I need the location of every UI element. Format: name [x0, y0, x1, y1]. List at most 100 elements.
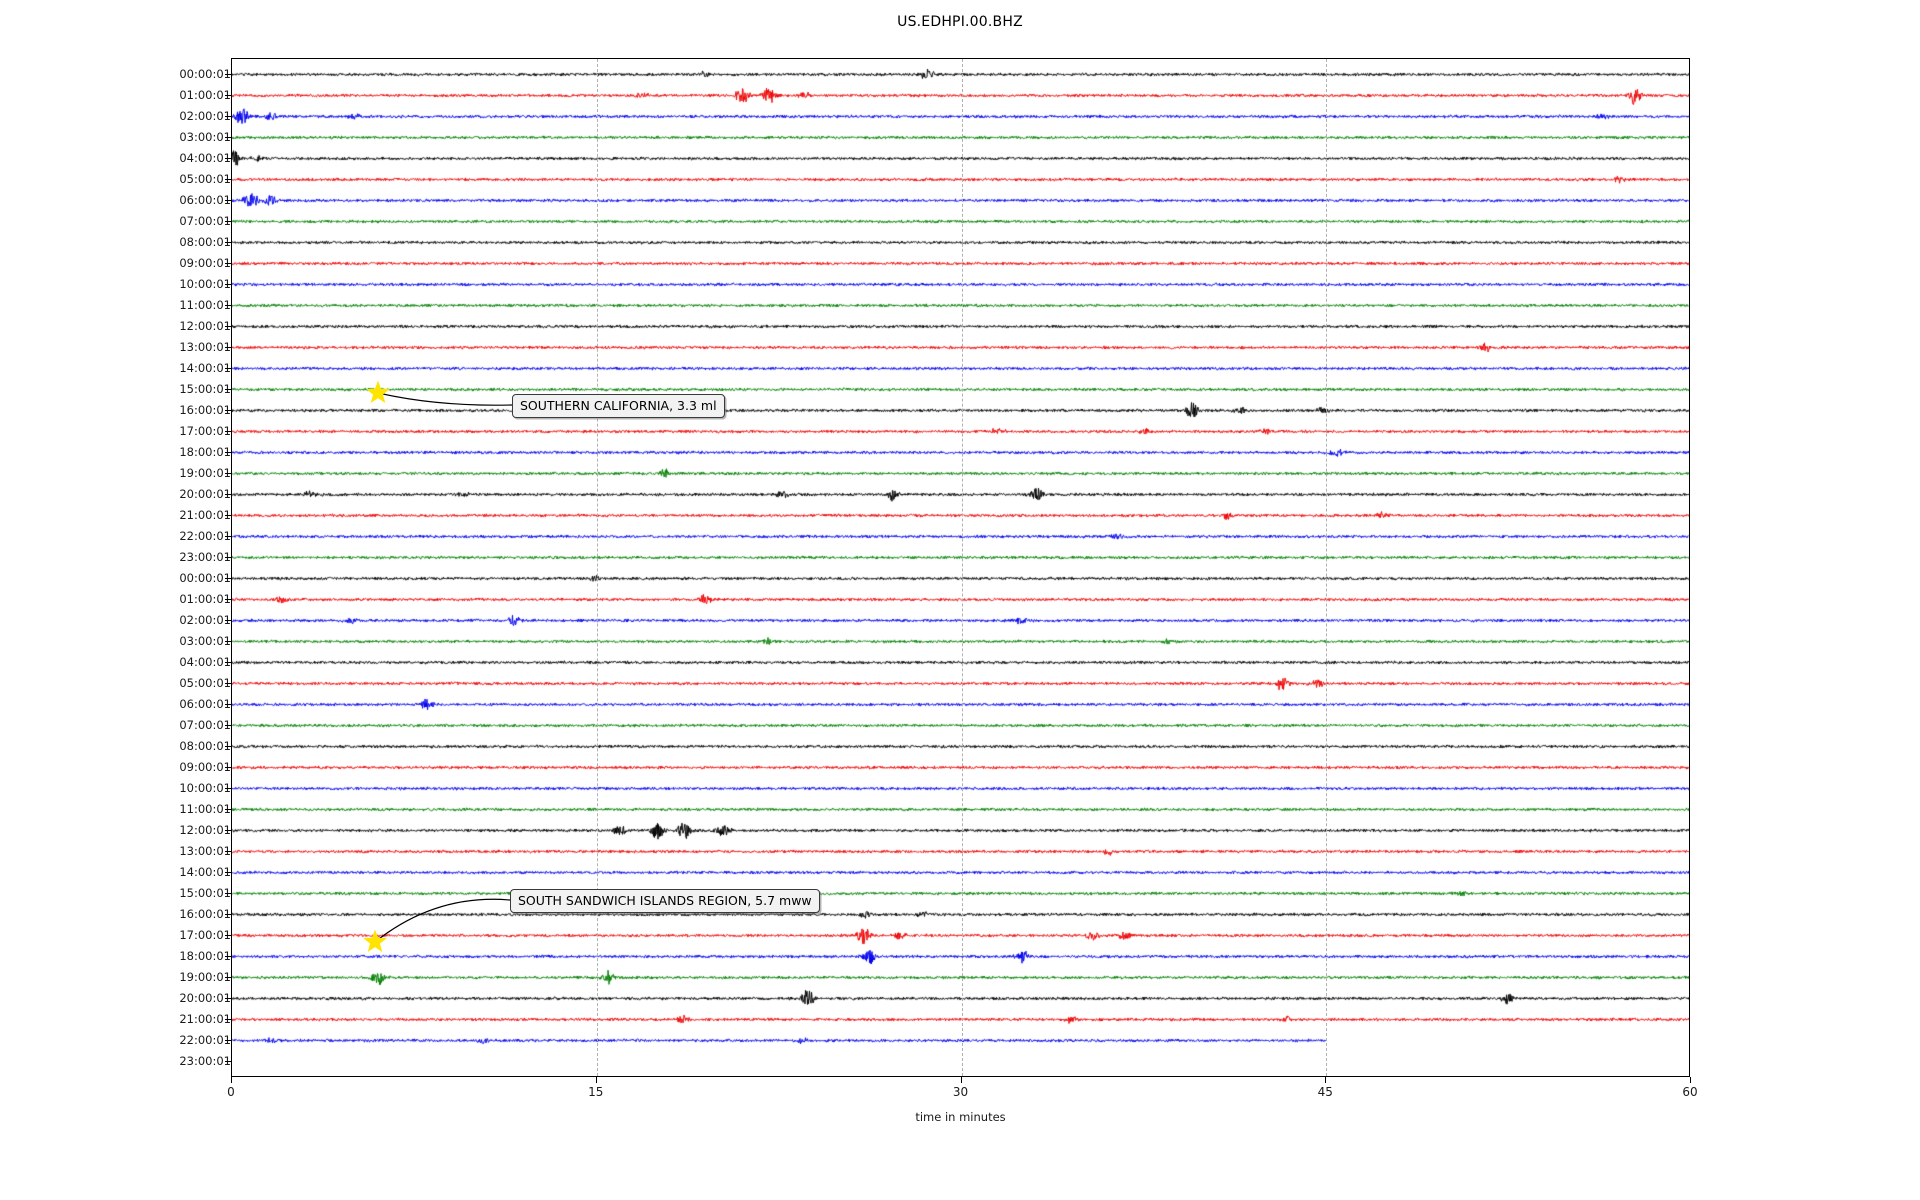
x-axis-tick-30: [960, 1077, 962, 1083]
x-axis-label-15: 15: [588, 1085, 604, 1099]
x-axis-title: time in minutes: [915, 1110, 1006, 1124]
y-axis-label-row-5: 05:00:01: [179, 171, 231, 186]
y-axis-tick-row-43: [225, 976, 231, 978]
y-axis-label-row-9: 09:00:01: [179, 255, 231, 270]
y-axis-tick-row-44: [225, 997, 231, 999]
y-axis-label-row-13: 13:00:01: [179, 339, 231, 354]
y-axis-tick-row-12: [225, 325, 231, 327]
y-axis-tick-row-3: [225, 136, 231, 138]
y-axis-tick-row-38: [225, 871, 231, 873]
y-axis-tick-row-10: [225, 283, 231, 285]
y-axis-tick-row-23: [225, 556, 231, 558]
y-axis-tick-row-14: [225, 367, 231, 369]
y-axis-tick-row-39: [225, 892, 231, 894]
gridline-15: [596, 59, 598, 1076]
y-axis-tick-row-35: [225, 808, 231, 810]
y-axis-label-row-44: 20:00:01: [179, 990, 231, 1005]
plot-area: [231, 58, 1690, 1077]
y-axis-tick-row-42: [225, 955, 231, 957]
y-axis-tick-row-34: [225, 787, 231, 789]
x-axis-label-30: 30: [952, 1085, 969, 1099]
y-axis-tick-row-0: [225, 73, 231, 75]
y-axis-label-row-12: 12:00:01: [179, 318, 231, 333]
annotation-label-southern-california[interactable]: SOUTHERN CALIFORNIA, 3.3 ml: [512, 394, 725, 418]
y-axis-label-row-20: 20:00:01: [179, 486, 231, 501]
y-axis-label-row-29: 05:00:01: [179, 675, 231, 690]
y-axis-tick-row-7: [225, 220, 231, 222]
y-axis-label-row-31: 07:00:01: [179, 717, 231, 732]
y-axis-label-row-43: 19:00:01: [179, 969, 231, 984]
y-axis-label-row-34: 10:00:01: [179, 780, 231, 795]
y-axis-label-row-3: 03:00:01: [179, 129, 231, 144]
y-axis-tick-row-8: [225, 241, 231, 243]
y-axis-label-row-17: 17:00:01: [179, 423, 231, 438]
y-axis-tick-row-47: [225, 1060, 231, 1062]
y-axis-label-row-24: 00:00:01: [179, 570, 231, 585]
y-axis-tick-row-19: [225, 472, 231, 474]
x-axis-label-0: 0: [227, 1085, 235, 1099]
y-axis-label-row-4: 04:00:01: [179, 150, 231, 165]
y-axis-tick-row-6: [225, 199, 231, 201]
y-axis-label-row-7: 07:00:01: [179, 213, 231, 228]
y-axis-tick-row-29: [225, 682, 231, 684]
x-axis-label-45: 45: [1317, 1085, 1333, 1099]
y-axis-label-row-40: 16:00:01: [179, 906, 231, 921]
y-axis-tick-row-11: [225, 304, 231, 306]
y-axis-label-row-21: 21:00:01: [179, 507, 231, 522]
y-axis-tick-row-31: [225, 724, 231, 726]
y-axis-tick-row-40: [225, 913, 231, 915]
y-axis-tick-row-16: [225, 409, 231, 411]
y-axis-tick-row-13: [225, 346, 231, 348]
y-axis-tick-row-5: [225, 178, 231, 180]
x-axis-tick-60: [1690, 1077, 1691, 1083]
y-axis-label-row-42: 18:00:01: [179, 948, 231, 963]
y-axis-tick-row-15: [225, 388, 231, 390]
y-axis-label-row-26: 02:00:01: [179, 612, 231, 627]
y-axis-label-row-27: 03:00:01: [179, 633, 231, 648]
y-axis-tick-row-22: [225, 535, 231, 537]
y-axis-label-row-45: 21:00:01: [179, 1011, 231, 1026]
y-axis-tick-row-4: [225, 157, 231, 159]
y-axis-label-row-18: 18:00:01: [179, 444, 231, 459]
y-axis-tick-row-28: [225, 661, 231, 663]
y-axis-label-row-38: 14:00:01: [179, 864, 231, 879]
y-axis-label-row-30: 06:00:01: [179, 696, 231, 711]
x-axis-tick-45: [1325, 1077, 1327, 1083]
x-axis-tick-0: [231, 1077, 232, 1083]
y-axis-label-row-37: 13:00:01: [179, 843, 231, 858]
x-axis-tick-15: [595, 1077, 597, 1083]
y-axis-label-row-35: 11:00:01: [179, 801, 231, 816]
gridline-30: [961, 59, 963, 1076]
y-axis-tick-row-2: [225, 115, 231, 117]
y-axis-label-row-14: 14:00:01: [179, 360, 231, 375]
y-axis-label-row-22: 22:00:01: [179, 528, 231, 543]
y-axis-label-row-33: 09:00:01: [179, 759, 231, 774]
y-axis-label-row-46: 22:00:01: [179, 1032, 231, 1047]
annotation-label-south-sandwich-islands[interactable]: SOUTH SANDWICH ISLANDS REGION, 5.7 mww: [510, 889, 820, 913]
y-axis-tick-row-27: [225, 640, 231, 642]
y-axis-label-row-32: 08:00:01: [179, 738, 231, 753]
y-axis-tick-row-45: [225, 1018, 231, 1020]
y-axis-label-row-23: 23:00:01: [179, 549, 231, 564]
y-axis-label-row-25: 01:00:01: [179, 591, 231, 606]
y-axis-label-row-39: 15:00:01: [179, 885, 231, 900]
gridline-45: [1326, 59, 1328, 1076]
y-axis-tick-row-30: [225, 703, 231, 705]
y-axis-label-row-36: 12:00:01: [179, 822, 231, 837]
y-axis-label-row-1: 01:00:01: [179, 87, 231, 102]
y-axis-tick-row-18: [225, 451, 231, 453]
x-axis-label-60: 60: [1682, 1085, 1698, 1099]
y-axis-tick-row-32: [225, 745, 231, 747]
y-axis-tick-row-9: [225, 262, 231, 264]
y-axis-tick-row-37: [225, 850, 231, 852]
y-axis-tick-row-20: [225, 493, 231, 495]
y-axis-tick-row-25: [225, 598, 231, 600]
y-axis-label-row-6: 06:00:01: [179, 192, 231, 207]
y-axis-tick-row-26: [225, 619, 231, 621]
y-axis-label-row-11: 11:00:01: [179, 297, 231, 312]
y-axis-tick-row-21: [225, 514, 231, 516]
y-axis-tick-row-24: [225, 577, 231, 579]
y-axis-tick-row-41: [225, 934, 231, 936]
y-axis-label-row-0: 00:00:01: [179, 66, 231, 81]
y-axis-label-row-2: 02:00:01: [179, 108, 231, 123]
